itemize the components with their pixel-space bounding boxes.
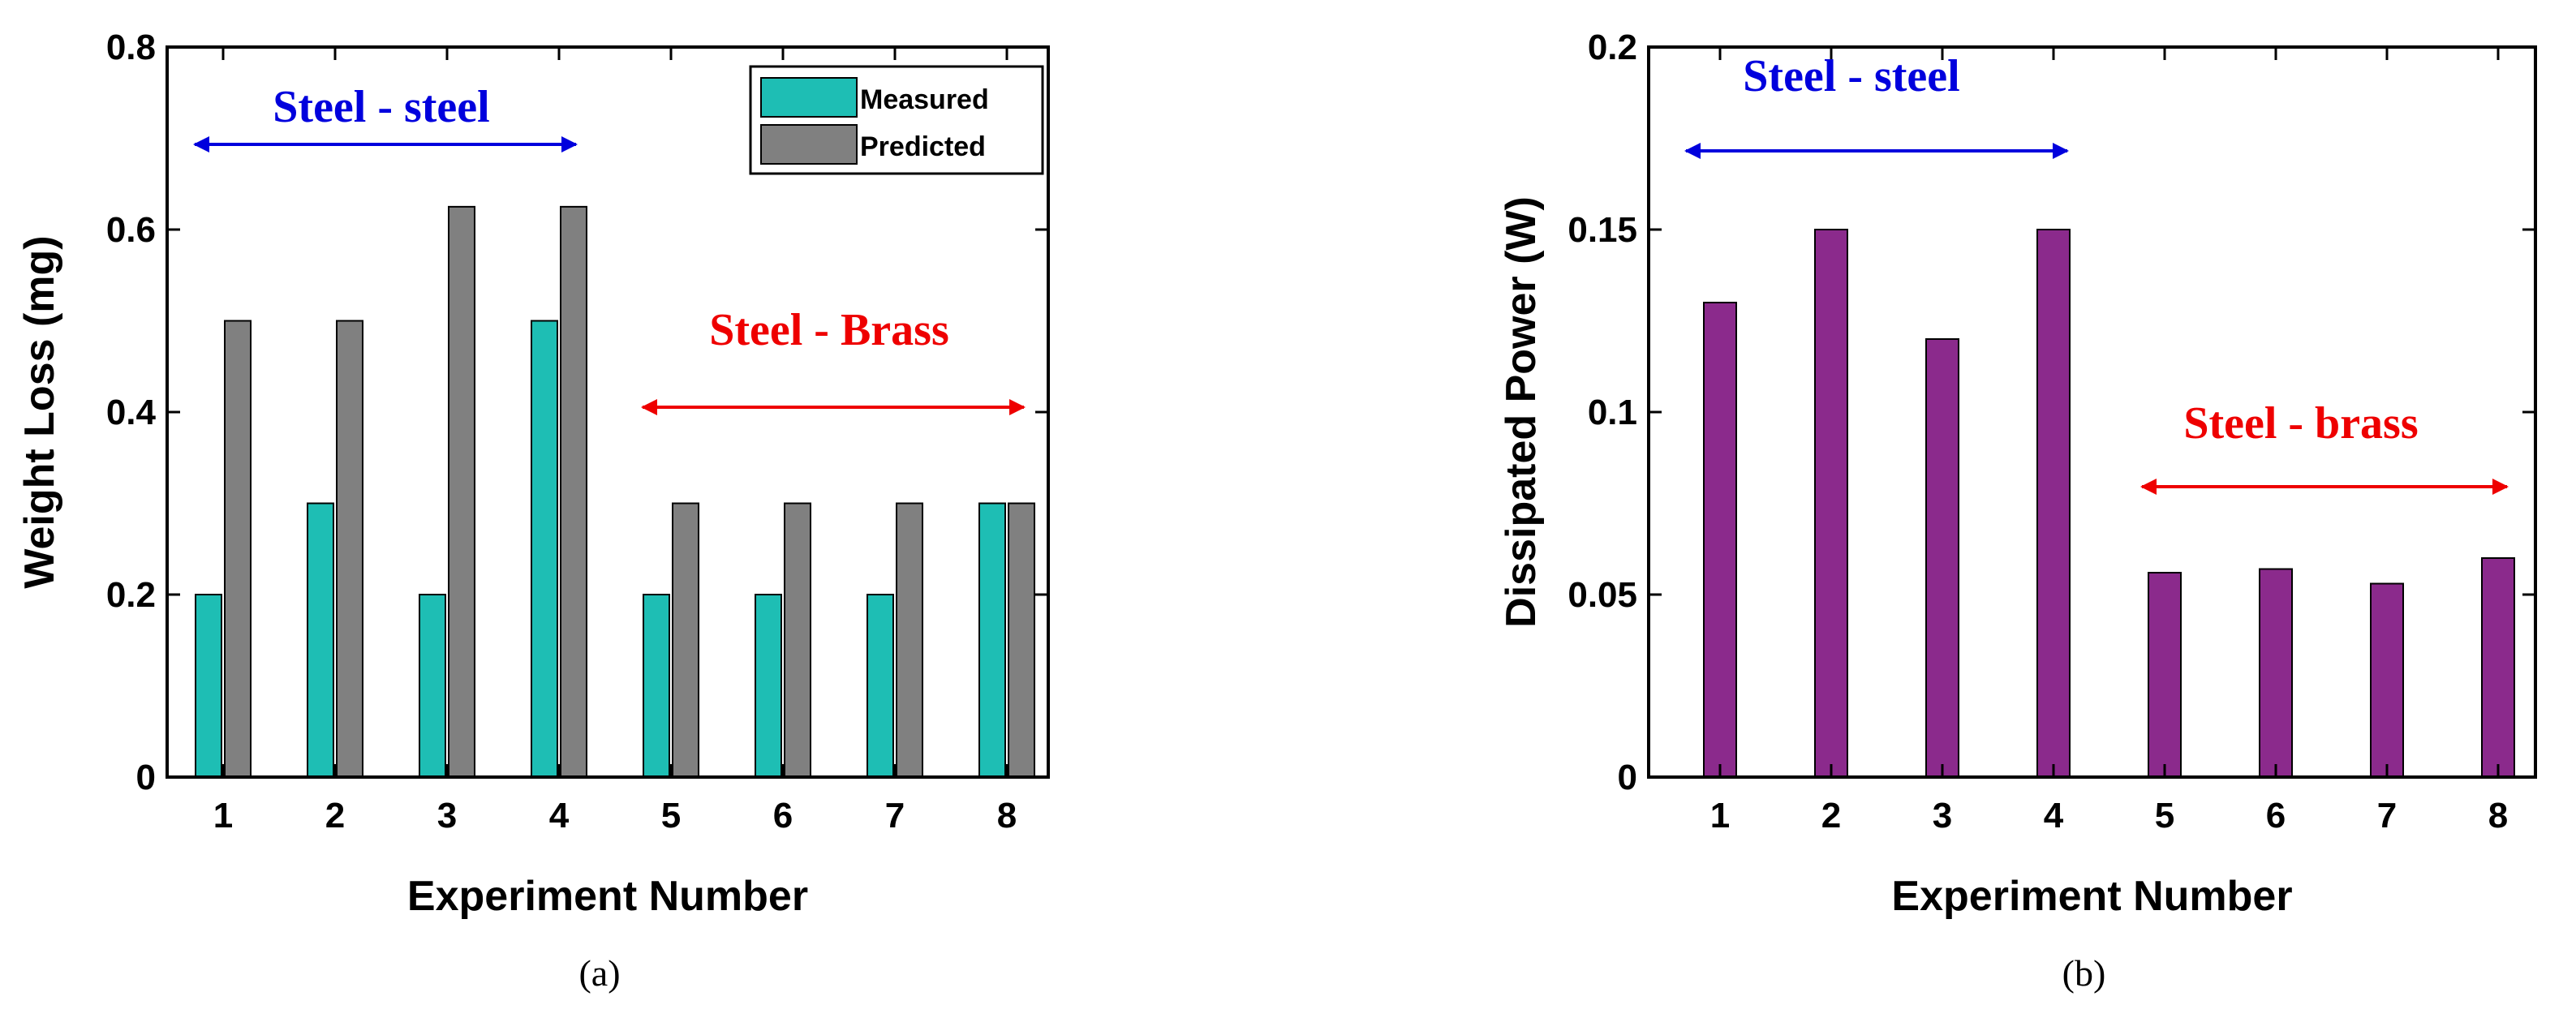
x-tick-label: 5	[2155, 796, 2174, 835]
bar-dissipated-power-3	[1925, 338, 1959, 778]
bar-measured-6	[755, 594, 782, 778]
bar-dissipated-power-6	[2259, 568, 2293, 778]
legend-swatch-predicted	[760, 124, 858, 165]
bar-dissipated-power-8	[2481, 557, 2515, 778]
panel-a-x-ticks: 1 2 3 4 5 6 7 8	[213, 47, 1017, 835]
y-tick-label: 0.15	[1568, 210, 1637, 250]
bar-measured-7	[867, 594, 894, 778]
bar-predicted-6	[784, 502, 811, 778]
panel-b-annotation-steel-brass: Steel - brass	[2183, 398, 2418, 449]
bar-measured-8	[978, 502, 1006, 778]
panel-b: 0 0.05 0.1 0.15 0.2 1 2 3 4 5 6 7 8 Experiment Numb…	[1498, 28, 2537, 994]
x-tick-label: 6	[773, 796, 793, 835]
x-tick-label: 4	[549, 796, 570, 835]
panel-b-axes-frame	[1647, 45, 2537, 779]
x-tick-label: 4	[2044, 796, 2064, 835]
bar-predicted-7	[896, 502, 923, 778]
y-tick-label: 0	[136, 758, 156, 797]
y-tick-label: 0	[1618, 758, 1637, 797]
x-tick-label: 7	[2377, 796, 2397, 835]
bar-predicted-1	[224, 320, 252, 778]
panel-b-x-axis-label: Experiment Number	[1891, 873, 2292, 920]
x-tick-label: 5	[661, 796, 681, 835]
panel-a-y-axis-label: Weight Loss (mg)	[16, 235, 63, 588]
panel-a-caption: (a)	[578, 952, 620, 994]
y-tick-label: 0.2	[106, 575, 156, 615]
panel-b-bars	[1703, 229, 2515, 778]
x-tick-label: 2	[325, 796, 345, 835]
x-tick-label: 7	[885, 796, 905, 835]
y-tick-label: 0.05	[1568, 575, 1637, 615]
bar-predicted-2	[336, 320, 363, 778]
panel-a-y-ticks: 0 0.2 0.4 0.6 0.8	[106, 28, 1048, 797]
panel-a-x-axis-label: Experiment Number	[407, 873, 808, 920]
panel-b-y-axis-label: Dissipated Power (W)	[1498, 196, 1545, 628]
bar-measured-5	[643, 594, 670, 778]
bar-predicted-3	[448, 205, 475, 778]
y-tick-label: 0.1	[1588, 393, 1637, 432]
y-tick-label: 0.8	[106, 28, 156, 67]
x-tick-label: 8	[2488, 796, 2508, 835]
y-tick-label: 0.6	[106, 210, 156, 250]
x-tick-label: 6	[2266, 796, 2286, 835]
x-tick-label: 3	[437, 796, 457, 835]
bar-measured-2	[307, 502, 334, 778]
panel-a-annotation-steel-steel: Steel - steel	[273, 82, 489, 132]
bar-measured-1	[195, 594, 222, 778]
bar-dissipated-power-1	[1703, 302, 1737, 778]
panel-b-caption: (b)	[2062, 952, 2106, 994]
bar-measured-3	[419, 594, 446, 778]
bar-predicted-4	[560, 205, 587, 778]
bar-measured-4	[531, 320, 558, 778]
bar-dissipated-power-2	[1814, 229, 1848, 778]
panel-b-x-ticks: 1 2 3 4 5 6 7 8	[1710, 47, 2508, 835]
bar-dissipated-power-5	[2148, 572, 2182, 778]
x-tick-label: 1	[1710, 796, 1730, 835]
y-tick-label: 0.2	[1588, 28, 1637, 67]
x-tick-label: 1	[213, 796, 233, 835]
legend-label-measured: Measured	[860, 84, 989, 115]
panel-a: 0 0.2 0.4 0.6 0.8 1 2 3 4 5 6 7 8 Experiment Number…	[16, 28, 1050, 994]
panel-a-axes-frame	[166, 45, 1050, 779]
x-tick-label: 8	[997, 796, 1017, 835]
x-tick-label: 2	[1821, 796, 1841, 835]
panel-b-annotation-steel-steel: Steel - steel	[1743, 51, 1959, 101]
panel-a-legend: Measured Predicted	[749, 65, 1044, 175]
bar-predicted-8	[1008, 502, 1035, 778]
legend-swatch-measured	[760, 77, 858, 118]
x-tick-label: 3	[1933, 796, 1952, 835]
panel-a-annotation-steel-brass: Steel - Brass	[709, 305, 949, 355]
bar-dissipated-power-4	[2036, 229, 2071, 778]
panel-a-bars	[195, 205, 1035, 778]
bar-predicted-5	[672, 502, 699, 778]
legend-label-predicted: Predicted	[860, 131, 986, 162]
bar-dissipated-power-7	[2370, 582, 2404, 778]
y-tick-label: 0.4	[106, 393, 157, 432]
